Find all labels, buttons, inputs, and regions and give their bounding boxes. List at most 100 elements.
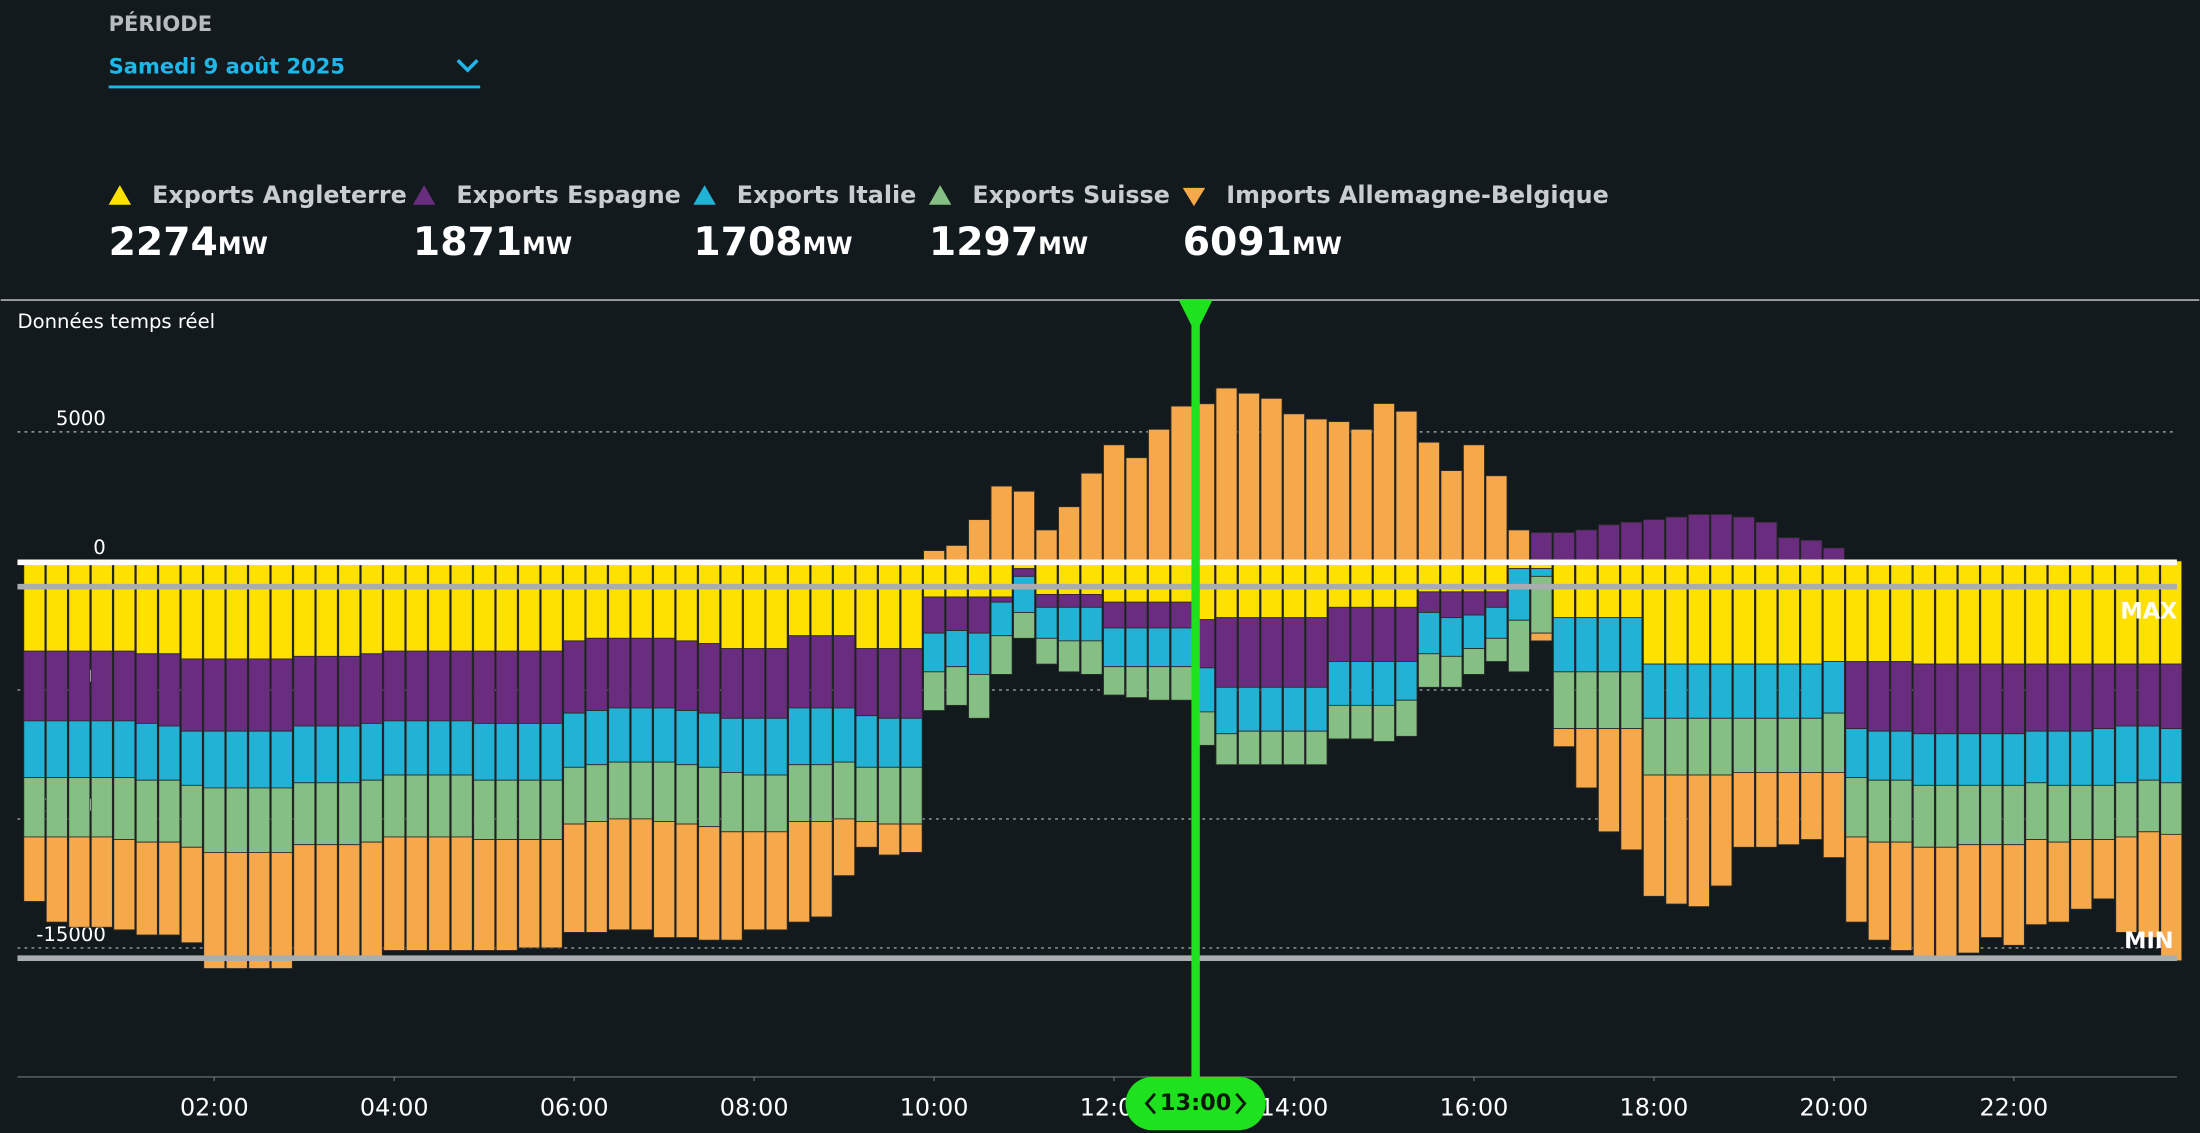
legend-value-number: 1871 — [413, 219, 522, 264]
bar-segment — [1687, 774, 1710, 908]
bar-segment — [360, 560, 383, 655]
bar-segment — [1125, 666, 1148, 699]
bar-segment — [810, 635, 833, 709]
bar-segment — [2137, 779, 2160, 833]
bar-segment — [450, 774, 473, 838]
bar-segment — [1732, 516, 1755, 562]
bar-segment — [1080, 472, 1103, 562]
bar-segment — [810, 707, 833, 766]
legend-value-number: 1297 — [929, 219, 1038, 264]
bar-segment — [810, 821, 833, 918]
bar-segment — [495, 779, 518, 840]
bar-segment — [1890, 560, 1913, 662]
bar-segment — [1013, 612, 1036, 639]
bar-segment — [720, 831, 743, 941]
bar-segment — [1912, 663, 1935, 735]
x-tick-label: 18:00 — [1620, 1094, 1689, 1122]
bar-segment — [833, 818, 856, 877]
bar-segment — [720, 560, 743, 650]
bar-segment — [720, 772, 743, 833]
bar-segment — [878, 766, 901, 825]
bar-segment — [900, 560, 923, 650]
bar-segment — [270, 852, 293, 969]
bar-segment — [473, 779, 496, 840]
bar-segment — [765, 831, 788, 931]
bar-segment — [968, 560, 991, 598]
bar-segment — [2137, 831, 2160, 939]
bar-segment — [113, 720, 136, 779]
bar-segment — [1485, 591, 1508, 608]
bar-segment — [428, 774, 451, 838]
bar-segment — [1013, 568, 1036, 577]
bar-segment — [608, 637, 631, 709]
bar-segment — [405, 774, 428, 838]
bar-segment — [945, 560, 968, 598]
bar-segment — [630, 818, 653, 931]
bar-segment — [293, 844, 316, 959]
bar-segment — [1462, 444, 1485, 562]
time-cursor[interactable]: 13:00 — [1125, 300, 1266, 1131]
bar-segment — [968, 632, 991, 675]
bar-segment — [315, 844, 338, 959]
bar-segment — [23, 777, 46, 838]
bar-segment — [1418, 441, 1440, 562]
bar-segment — [180, 560, 203, 660]
bar-segment — [765, 774, 788, 833]
bar-segment — [855, 648, 878, 717]
bar-segment — [1642, 560, 1665, 665]
bar-segment — [900, 648, 923, 719]
bar-segment — [1013, 575, 1036, 613]
bar-segment — [248, 560, 271, 660]
bar-segment — [1597, 617, 1620, 673]
bar-segment — [1687, 663, 1710, 719]
bar-segment — [833, 707, 856, 763]
legend-label: Exports Espagne — [456, 181, 680, 209]
legend-label: Imports Allemagne-Belgique — [1226, 181, 1609, 209]
bar-segment — [1755, 663, 1778, 719]
period-value[interactable]: Samedi 9 août 2025 — [109, 53, 345, 78]
bar-segment — [1373, 606, 1395, 662]
bar-segment — [1755, 521, 1778, 562]
bar-segment — [1373, 704, 1395, 742]
bar-segment — [293, 655, 316, 727]
x-tick-label: 16:00 — [1440, 1094, 1509, 1122]
bar-segment — [450, 560, 473, 652]
bar-segment — [1125, 601, 1148, 629]
bar-segment — [203, 560, 226, 660]
bar-segment — [1305, 617, 1328, 688]
bar-segment — [788, 560, 811, 637]
bar-segment — [1080, 640, 1103, 675]
bar-segment — [1845, 560, 1868, 662]
bar-segment — [2025, 839, 2048, 926]
bar-segment — [1912, 560, 1935, 665]
bar-segment — [855, 560, 878, 650]
bar-segment — [788, 821, 811, 923]
bar-segment — [585, 710, 608, 766]
bar-segment — [2002, 844, 2025, 946]
x-tick-label: 14:00 — [1260, 1094, 1329, 1122]
dropdown-chevron[interactable] — [456, 59, 479, 73]
bar-segment — [360, 841, 383, 959]
bar-segment — [1395, 699, 1418, 737]
bar-segment — [878, 648, 901, 719]
bar-segment — [248, 730, 271, 789]
bar-segment — [1800, 539, 1823, 562]
bar-segment — [338, 560, 361, 657]
bar-segment — [1125, 560, 1148, 603]
bar-segment — [630, 560, 653, 639]
bar-segment — [1485, 606, 1508, 639]
bar-segment — [2137, 725, 2160, 781]
bar-segment — [990, 560, 1013, 598]
bar-segment — [45, 560, 68, 652]
period-select[interactable]: Samedi 9 août 2025 — [109, 53, 481, 89]
bar-segment — [1890, 661, 1913, 732]
bar-segment — [1103, 666, 1126, 696]
bar-segment — [1665, 663, 1688, 719]
bar-segment — [1845, 728, 1868, 779]
bar-segment — [248, 658, 271, 732]
bar-segment — [855, 766, 878, 822]
reference-label: MAX — [2120, 598, 2177, 624]
bar-segment — [653, 707, 676, 763]
bar-segment — [1350, 606, 1373, 662]
bar-segment — [1260, 730, 1283, 766]
